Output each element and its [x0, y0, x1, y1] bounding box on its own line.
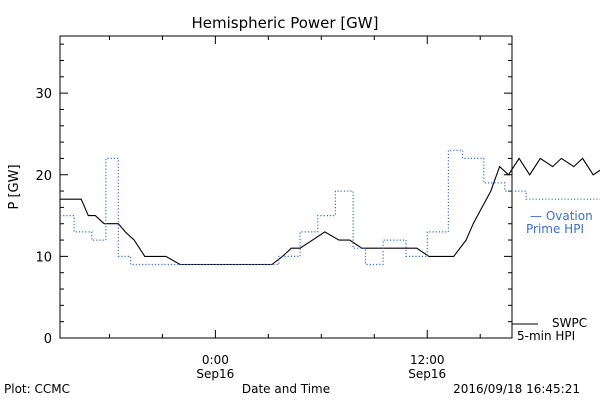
legend-ovation-line1: — Ovation: [530, 209, 593, 223]
x-tick-date-label: Sep16: [196, 367, 234, 381]
footer-plot-source: Plot: CCMC: [4, 382, 70, 396]
y-axis: 0 10 20 30: [35, 43, 512, 347]
x-axis-label: Date and Time: [242, 382, 330, 396]
series-ovation-line: [60, 149, 600, 266]
x-tick-time-label: 12:00: [410, 353, 445, 367]
x-tick-time-label: 0:00: [202, 353, 229, 367]
y-tick-label: 0: [44, 332, 52, 347]
footer-timestamp: 2016/09/18 16:45:21: [453, 382, 580, 396]
legend-swpc-line1: SWPC: [552, 316, 587, 330]
legend-swpc: SWPC 5-min HPI: [512, 316, 587, 343]
x-axis: 0:00Sep1612:00Sep160:00Sep1712:00Sep170:…: [108, 36, 481, 381]
chart-title: Hemispheric Power [GW]: [192, 14, 379, 32]
series-swpc-line: [60, 157, 600, 266]
plot-frame: [59, 35, 513, 339]
legend-ovation: — Ovation Prime HPI: [526, 209, 593, 236]
legend-swpc-line2: 5-min HPI: [517, 329, 575, 343]
y-axis-label: P [GW]: [7, 164, 22, 209]
series-layer: [60, 149, 600, 266]
y-tick-label: 30: [35, 87, 52, 102]
x-tick-date-label: Sep16: [408, 367, 446, 381]
y-tick-label: 20: [35, 169, 52, 184]
legend-ovation-line2: Prime HPI: [526, 222, 584, 236]
y-tick-label: 10: [35, 250, 52, 265]
